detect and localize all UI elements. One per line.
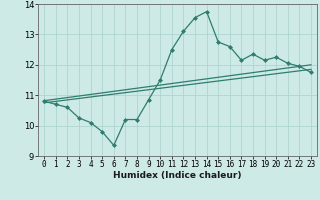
X-axis label: Humidex (Indice chaleur): Humidex (Indice chaleur)	[113, 171, 242, 180]
